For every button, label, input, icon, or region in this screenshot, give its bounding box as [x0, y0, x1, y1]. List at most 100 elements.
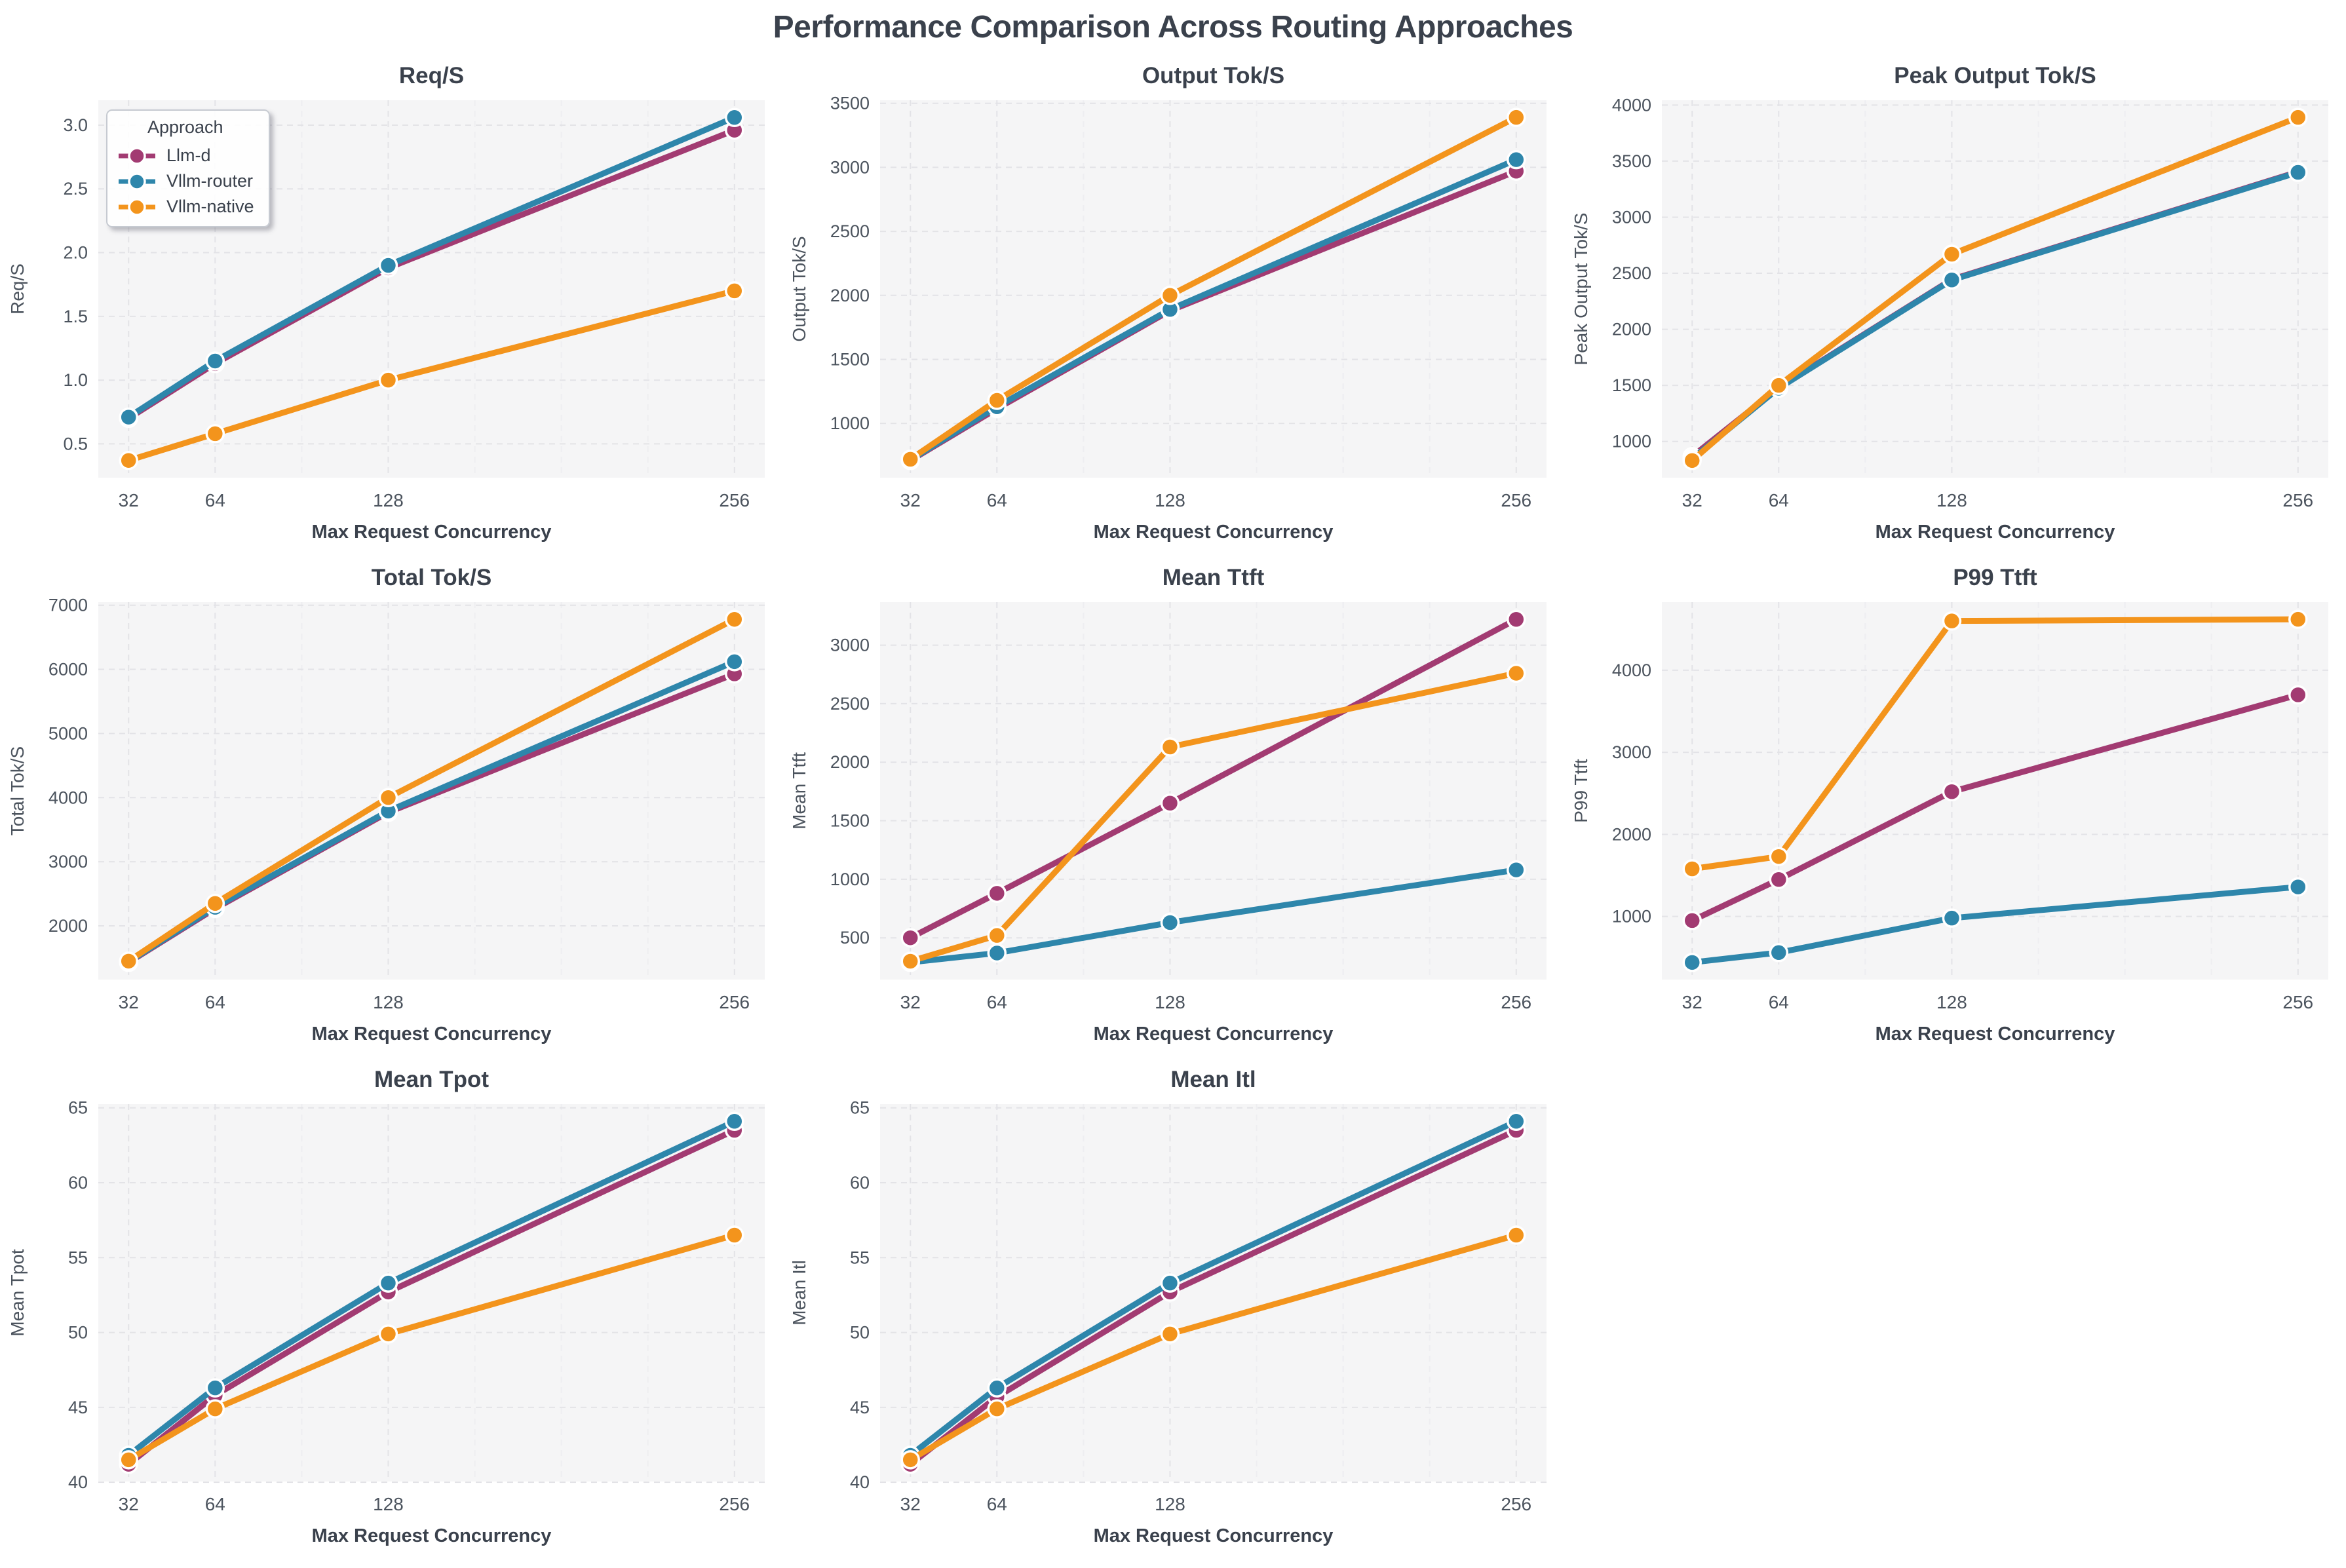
- y-tick-label: 65: [850, 1098, 870, 1118]
- series-line-vllm-native: [907, 670, 1520, 965]
- series-line-vllm-native: [125, 616, 738, 965]
- series-marker-vllm-native: [378, 370, 398, 390]
- legend-item-vllm-router: Vllm-router: [117, 171, 254, 191]
- y-tick-label: 3.0: [63, 115, 88, 135]
- x-tick-label: 256: [1501, 490, 1531, 510]
- chart-svg: 500 1000 1500 2000 2500 3000 32 64 128 256 Max Req…: [789, 565, 1547, 1044]
- y-tick-label: 1500: [1612, 375, 1651, 395]
- x-tick-label: 128: [1936, 992, 1967, 1012]
- x-tick-label: 64: [205, 490, 225, 510]
- y-tick-label: 45: [850, 1398, 870, 1417]
- series-marker-vllm-router: [1682, 953, 1702, 972]
- y-tick-label: 3500: [830, 94, 870, 113]
- y-tick-label: 2000: [1612, 824, 1651, 844]
- y-tick-label: 60: [850, 1173, 870, 1193]
- series-marker-vllm-router: [205, 1378, 225, 1398]
- chart-cell-mean-ttft: 500 1000 1500 2000 2500 3000 32 64 128 256 Max Req…: [782, 551, 1564, 1053]
- chart-cell-mean-itl: 40 45 50 55 60 65 32 64 128 256 Max Request Concur…: [782, 1053, 1564, 1555]
- x-tick-label: 64: [205, 1494, 225, 1514]
- legend-marker-icon: [119, 146, 155, 165]
- legend-item-vllm-native: Vllm-native: [117, 197, 254, 217]
- y-tick-label: 1000: [1612, 432, 1651, 451]
- chart-title: Mean Ttft: [1163, 565, 1265, 590]
- x-tick-label: 64: [987, 992, 1007, 1012]
- x-tick-label: 32: [900, 490, 921, 510]
- y-tick-label: 2.0: [63, 243, 88, 263]
- chart-cell-req-s: 0.5 1.0 1.5 2.0 2.5 3.0 32 64 128 256 Max Request …: [0, 49, 782, 551]
- y-tick-label: 55: [68, 1248, 88, 1267]
- y-tick-label: 4000: [1612, 95, 1651, 115]
- series-marker-vllm-router: [725, 652, 744, 672]
- series-line-vllm-router: [907, 1118, 1520, 1459]
- x-tick-label: 128: [373, 1494, 404, 1514]
- series-marker-vllm-router: [2288, 163, 2308, 182]
- y-tick-label: 3000: [830, 157, 870, 177]
- chart-svg: 1000 2000 3000 4000 32 64 128 256 Max Request Co…: [1571, 565, 2328, 1044]
- x-tick-label: 64: [205, 992, 225, 1012]
- series-marker-vllm-native: [205, 1399, 225, 1419]
- y-tick-label: 40: [68, 1472, 88, 1492]
- legend-marker-icon: [119, 197, 155, 216]
- series-marker-vllm-native: [725, 281, 744, 301]
- x-axis-label: Max Request Concurrency: [1875, 522, 2115, 543]
- series-marker-vllm-native: [987, 391, 1007, 410]
- series-marker-vllm-native: [987, 1399, 1007, 1419]
- series-marker-vllm-router: [1507, 149, 1526, 170]
- x-axis-label: Max Request Concurrency: [312, 1525, 552, 1546]
- series-marker-vllm-native: [987, 925, 1007, 946]
- series-marker-vllm-native: [1942, 611, 1962, 631]
- series-marker-llm-d: [900, 928, 920, 947]
- x-tick-label: 32: [119, 1494, 139, 1514]
- legend-item-label: Vllm-native: [166, 197, 254, 216]
- series-marker-vllm-native: [1769, 375, 1789, 395]
- x-tick-label: 128: [373, 992, 404, 1012]
- y-tick-label: 6000: [48, 660, 88, 679]
- legend-item-label: Vllm-router: [166, 171, 254, 191]
- chart-cell-p99-ttft: 1000 2000 3000 4000 32 64 128 256 Max Request Co…: [1564, 551, 2345, 1053]
- series-marker-vllm-router: [725, 1111, 744, 1132]
- series-marker-vllm-native: [119, 450, 138, 470]
- series-line-vllm-native: [907, 1232, 1520, 1463]
- x-tick-label: 32: [1682, 490, 1702, 510]
- series-marker-vllm-native: [1507, 107, 1526, 127]
- x-tick-label: 256: [1501, 1494, 1531, 1514]
- y-tick-label: 50: [68, 1323, 88, 1343]
- legend-title: Approach: [147, 117, 223, 137]
- chart-svg: 1000 1500 2000 2500 3000 3500 32 64 128 256 Max Re…: [789, 63, 1547, 543]
- y-tick-label: 3000: [1612, 742, 1651, 762]
- series-line-llm-d: [907, 1127, 1520, 1468]
- series-marker-vllm-router: [378, 1273, 398, 1293]
- y-axis-label: P99 Ttft: [1571, 759, 1591, 823]
- y-axis-label: Req/S: [7, 263, 28, 315]
- y-tick-label: 1500: [830, 349, 870, 369]
- series-line-vllm-native: [125, 288, 738, 464]
- y-tick-label: 0.5: [63, 434, 88, 453]
- series-marker-vllm-router: [378, 256, 398, 275]
- series-marker-vllm-native: [900, 1450, 920, 1470]
- x-axis-label: Max Request Concurrency: [1094, 1023, 1334, 1044]
- series-marker-vllm-native: [1682, 451, 1702, 470]
- series-marker-vllm-native: [205, 893, 225, 913]
- legend-item-llm-d: Llm-d: [117, 145, 254, 166]
- chart-title: Peak Output Tok/S: [1894, 63, 2096, 88]
- series-line-vllm-router: [125, 114, 738, 421]
- x-axis-label: Max Request Concurrency: [1094, 522, 1334, 543]
- y-axis-label: Mean Ttft: [789, 752, 809, 830]
- y-tick-label: 45: [68, 1398, 88, 1417]
- y-tick-label: 1000: [830, 413, 870, 433]
- y-tick-label: 1000: [1612, 907, 1651, 927]
- series-marker-vllm-native: [1507, 1225, 1526, 1245]
- y-tick-label: 2.5: [63, 179, 88, 199]
- series-marker-vllm-native: [378, 788, 398, 808]
- series-marker-vllm-native: [900, 951, 920, 971]
- series-marker-vllm-router: [987, 1378, 1007, 1398]
- x-tick-label: 32: [900, 1494, 921, 1514]
- y-tick-label: 2500: [830, 221, 870, 241]
- y-axis-label: Total Tok/S: [7, 746, 28, 835]
- y-tick-label: 3500: [1612, 151, 1651, 171]
- chart-title: Req/S: [399, 63, 464, 88]
- series-marker-vllm-router: [987, 943, 1007, 963]
- series-marker-vllm-router: [1942, 270, 1962, 290]
- legend: Approach Llm-d Vllm-router Vllm-native: [106, 109, 270, 227]
